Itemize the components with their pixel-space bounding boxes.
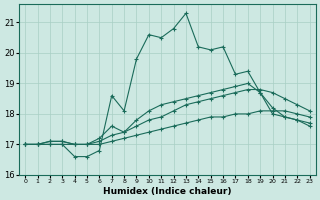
X-axis label: Humidex (Indice chaleur): Humidex (Indice chaleur) bbox=[103, 187, 232, 196]
